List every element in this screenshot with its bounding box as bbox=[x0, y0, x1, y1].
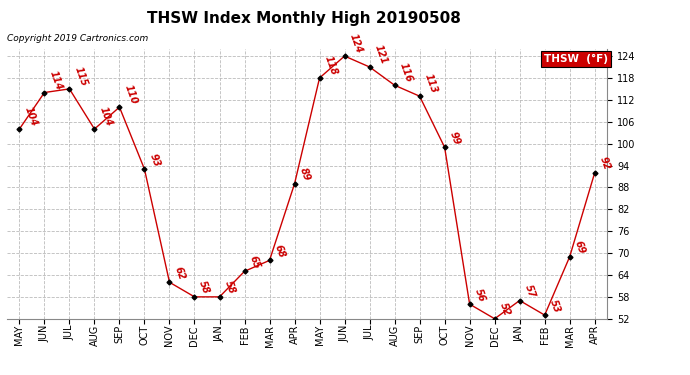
Text: 113: 113 bbox=[422, 73, 439, 95]
Text: 68: 68 bbox=[273, 243, 286, 259]
Text: 118: 118 bbox=[322, 54, 339, 77]
Text: 69: 69 bbox=[573, 240, 586, 256]
Text: 115: 115 bbox=[72, 65, 89, 88]
Text: 104: 104 bbox=[97, 105, 114, 128]
Text: 56: 56 bbox=[473, 287, 486, 303]
Text: 93: 93 bbox=[148, 152, 161, 168]
Text: 124: 124 bbox=[348, 33, 364, 55]
Text: 53: 53 bbox=[548, 298, 562, 314]
Text: 92: 92 bbox=[598, 156, 612, 172]
Text: 114: 114 bbox=[48, 69, 63, 92]
Text: 58: 58 bbox=[222, 280, 237, 296]
Text: 52: 52 bbox=[497, 302, 512, 318]
Text: 58: 58 bbox=[197, 280, 212, 296]
Text: 121: 121 bbox=[373, 44, 389, 66]
Text: 116: 116 bbox=[397, 62, 414, 84]
Text: 104: 104 bbox=[22, 105, 39, 128]
Text: 99: 99 bbox=[448, 130, 462, 146]
Text: THSW  (°F): THSW (°F) bbox=[544, 54, 608, 64]
Text: 110: 110 bbox=[122, 84, 139, 106]
Text: THSW Index Monthly High 20190508: THSW Index Monthly High 20190508 bbox=[147, 11, 460, 26]
Text: 57: 57 bbox=[522, 283, 537, 299]
Text: 89: 89 bbox=[297, 166, 312, 183]
Text: 65: 65 bbox=[248, 254, 262, 270]
Text: Copyright 2019 Cartronics.com: Copyright 2019 Cartronics.com bbox=[7, 34, 148, 43]
Text: 62: 62 bbox=[172, 265, 186, 281]
